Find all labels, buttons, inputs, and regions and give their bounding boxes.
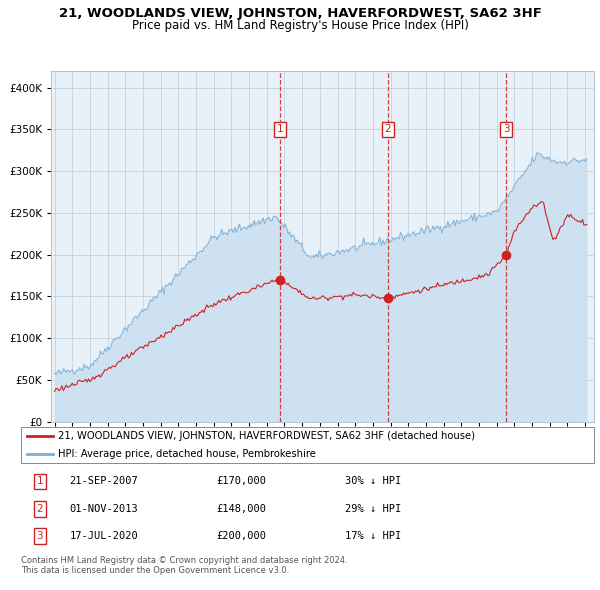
Text: 2: 2 (37, 504, 43, 514)
Text: 1: 1 (277, 124, 283, 135)
Text: 17-JUL-2020: 17-JUL-2020 (70, 531, 139, 541)
Text: 1: 1 (37, 477, 43, 487)
Text: 21, WOODLANDS VIEW, JOHNSTON, HAVERFORDWEST, SA62 3HF (detached house): 21, WOODLANDS VIEW, JOHNSTON, HAVERFORDW… (58, 431, 475, 441)
Text: 17% ↓ HPI: 17% ↓ HPI (345, 531, 401, 541)
Text: 21, WOODLANDS VIEW, JOHNSTON, HAVERFORDWEST, SA62 3HF: 21, WOODLANDS VIEW, JOHNSTON, HAVERFORDW… (59, 7, 541, 20)
Text: 21-SEP-2007: 21-SEP-2007 (70, 477, 139, 487)
Text: This data is licensed under the Open Government Licence v3.0.: This data is licensed under the Open Gov… (21, 566, 289, 575)
Text: £148,000: £148,000 (216, 504, 266, 514)
Text: 01-NOV-2013: 01-NOV-2013 (70, 504, 139, 514)
Text: 2: 2 (384, 124, 391, 135)
Text: HPI: Average price, detached house, Pembrokeshire: HPI: Average price, detached house, Pemb… (58, 449, 316, 459)
Text: £170,000: £170,000 (216, 477, 266, 487)
Text: 30% ↓ HPI: 30% ↓ HPI (345, 477, 401, 487)
Text: Price paid vs. HM Land Registry's House Price Index (HPI): Price paid vs. HM Land Registry's House … (131, 19, 469, 32)
Text: 29% ↓ HPI: 29% ↓ HPI (345, 504, 401, 514)
Text: £200,000: £200,000 (216, 531, 266, 541)
Text: 3: 3 (37, 531, 43, 541)
Text: 3: 3 (503, 124, 509, 135)
Text: Contains HM Land Registry data © Crown copyright and database right 2024.: Contains HM Land Registry data © Crown c… (21, 556, 347, 565)
